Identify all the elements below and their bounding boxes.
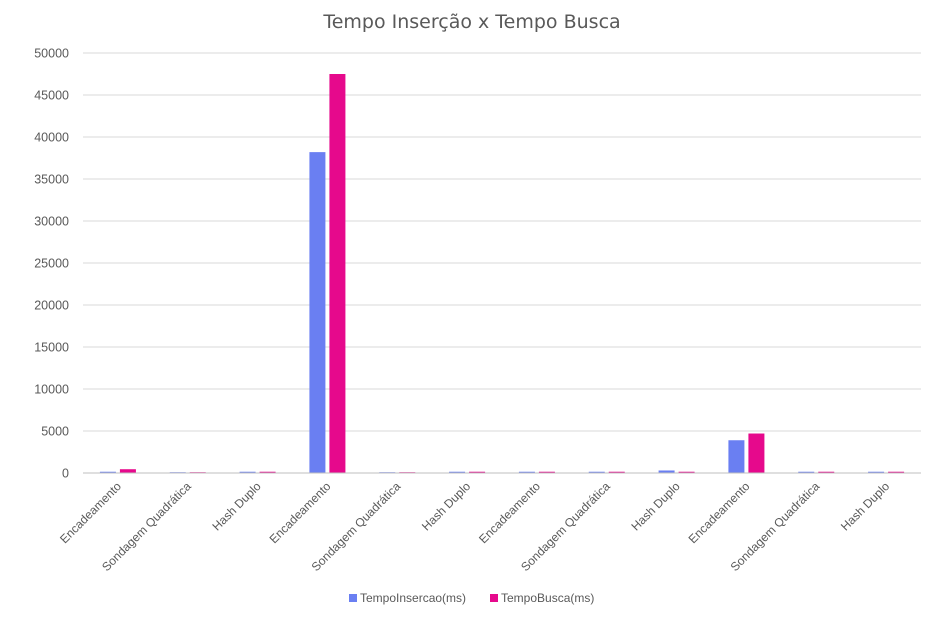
bar-tempo-insercao — [239, 471, 256, 473]
bar-tempo-insercao — [309, 152, 326, 473]
y-tick-label: 15000 — [34, 341, 69, 355]
x-tick-label: Encadeamento — [267, 479, 334, 546]
bar-tempo-insercao — [449, 471, 466, 473]
bar-tempo-insercao — [518, 471, 535, 473]
y-tick-label: 25000 — [34, 257, 69, 271]
x-tick-label: Hash Duplo — [209, 479, 263, 533]
bar-tempo-busca — [888, 471, 905, 473]
y-tick-label: 45000 — [34, 89, 69, 103]
bar-tempo-insercao — [868, 471, 885, 473]
x-tick-label: Hash Duplo — [628, 479, 682, 533]
y-tick-label: 50000 — [34, 47, 69, 61]
bar-tempo-busca — [818, 471, 835, 473]
chart-title: Tempo Inserção x Tempo Busca — [322, 11, 620, 33]
y-tick-label: 20000 — [34, 299, 69, 313]
legend-swatch — [349, 594, 357, 602]
bar-tempo-insercao — [728, 440, 745, 473]
x-tick-label: Encadeamento — [686, 479, 753, 546]
bar-tempo-busca — [119, 469, 136, 473]
bar-tempo-busca — [538, 471, 555, 473]
legend-swatch — [490, 594, 498, 602]
bar-tempo-insercao — [99, 471, 116, 473]
bars — [99, 74, 905, 473]
y-tick-label: 5000 — [41, 425, 69, 439]
x-tick-label: Encadeamento — [476, 479, 543, 546]
bar-tempo-busca — [678, 471, 695, 473]
x-tick-label: Encadeamento — [57, 479, 124, 546]
legend-label: TempoInsercao(ms) — [360, 591, 466, 605]
y-tick-label: 10000 — [34, 383, 69, 397]
y-tick-label: 0 — [62, 467, 69, 481]
bar-tempo-insercao — [658, 470, 675, 473]
bar-tempo-insercao — [798, 471, 815, 473]
bar-tempo-busca — [469, 471, 486, 473]
bar-tempo-busca — [748, 433, 765, 473]
gridlines — [83, 52, 921, 432]
bar-tempo-insercao — [588, 471, 605, 473]
bar-tempo-busca — [608, 471, 625, 473]
y-tick-label: 40000 — [34, 131, 69, 145]
y-tick-label: 35000 — [34, 173, 69, 187]
bar-tempo-busca — [329, 74, 346, 473]
y-tick-label: 30000 — [34, 215, 69, 229]
legend-label: TempoBusca(ms) — [501, 591, 594, 605]
y-axis-ticks: 0 5000 10000 15000 20000 25000 30000 35000 40000… — [34, 47, 69, 481]
bar-tempo-busca — [259, 471, 276, 473]
x-tick-label: Hash Duplo — [838, 479, 892, 533]
legend: TempoInsercao(ms) TempoBusca(ms) — [349, 591, 594, 605]
x-tick-label: Hash Duplo — [419, 479, 473, 533]
